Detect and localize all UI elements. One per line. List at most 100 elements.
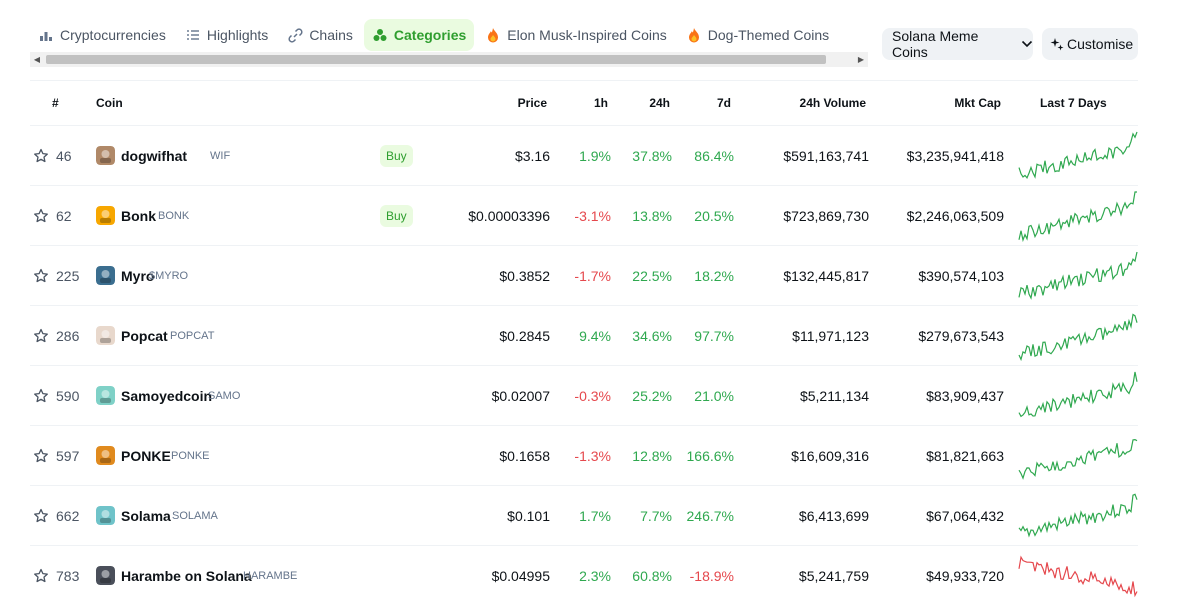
volume-24h: $591,163,741 [783,148,869,164]
buy-button[interactable]: Buy [380,205,413,227]
tab-bar: Cryptocurrencies Highlights Chains Categ… [30,19,868,51]
change-24h: 22.5% [632,268,672,284]
scroll-left-icon[interactable]: ◀ [33,55,41,64]
customise-button[interactable]: Customise [1042,28,1138,60]
tab-label: Categories [393,27,467,43]
coin-name[interactable]: Bonk [121,208,156,224]
coin-name[interactable]: Popcat [121,328,168,344]
sparkline-chart [1018,131,1138,179]
tab-categories[interactable]: Categories [363,19,475,51]
header-mkt-cap[interactable]: Mkt Cap [954,96,1001,110]
change-1h: 1.9% [579,148,611,164]
star-icon[interactable] [33,568,49,584]
category-dropdown[interactable]: Solana Meme Coins [882,28,1033,60]
market-cap: $390,574,103 [918,268,1004,284]
header-24h[interactable]: 24h [649,96,670,110]
volume-24h: $723,869,730 [783,208,869,224]
coin-name[interactable]: Myro [121,268,155,284]
change-7d: -18.9% [689,568,734,584]
chevron-down-icon [1021,40,1033,48]
sparkline-chart [1018,438,1138,480]
volume-24h: $5,241,759 [798,568,869,584]
coin-logo-icon [96,266,115,285]
star-icon[interactable] [33,448,49,464]
coin-logo-icon [96,326,115,345]
link-icon [287,27,303,43]
header-last-7-days: Last 7 Days [1040,96,1107,110]
tab-highlights[interactable]: Highlights [177,19,276,51]
header-24h-volume[interactable]: 24h Volume [799,96,866,110]
change-1h: -1.7% [574,268,611,284]
coin-price: $0.3852 [499,268,550,284]
coin-name[interactable]: Samoyedcoin [121,388,213,404]
coin-symbol: SOLAMA [172,510,218,522]
change-1h: -1.3% [574,448,611,464]
coin-rank: 225 [56,268,80,284]
coin-symbol: HARAMBE [243,570,298,582]
volume-24h: $6,413,699 [798,508,869,524]
coin-logo-icon [96,566,115,585]
table-row[interactable]: 46 dogwifhat WIF Buy $3.16 1.9% 37.8% 86.4% $591… [30,126,1138,186]
change-24h: 12.8% [632,448,672,464]
star-icon[interactable] [33,208,49,224]
scroll-thumb[interactable] [46,55,826,64]
change-7d: 246.7% [686,508,734,524]
shapes-icon [372,27,388,43]
table-row[interactable]: 590 Samoyedcoin SAMO $0.02007 -0.3% 25.2% 21.0… [30,366,1138,426]
sparkline-path [1018,251,1138,300]
table-row[interactable]: 597 PONKE PONKE $0.1658 -1.3% 12.8% 166.6% $16,… [30,426,1138,486]
change-1h: 2.3% [579,568,611,584]
change-7d: 97.7% [694,328,734,344]
star-icon[interactable] [33,268,49,284]
buy-button[interactable]: Buy [380,145,413,167]
tab-chains[interactable]: Chains [279,19,361,51]
table-row[interactable]: 783 Harambe on Solana HARAMBE $0.04995 2.3% 6… [30,546,1138,599]
header-coin[interactable]: Coin [96,96,123,110]
change-7d: 166.6% [686,448,734,464]
tab-elon-musk-inspired-coins[interactable]: Elon Musk-Inspired Coins [477,19,675,51]
market-cap: $67,064,432 [926,508,1004,524]
star-icon[interactable] [33,328,49,344]
coin-rank: 286 [56,328,80,344]
fire-icon [686,27,702,43]
table-row[interactable]: 662 Solama SOLAMA $0.101 1.7% 7.7% 246.7% $6,41… [30,486,1138,546]
sparkline-chart [1018,555,1138,598]
tab-cryptocurrencies[interactable]: Cryptocurrencies [30,19,174,51]
header-1h[interactable]: 1h [593,96,608,110]
table-row[interactable]: 62 Bonk BONK Buy $0.00003396 -3.1% 13.8% 20.5% $… [30,186,1138,246]
change-1h: 1.7% [579,508,611,524]
table-body: 46 dogwifhat WIF Buy $3.16 1.9% 37.8% 86.4% $591… [30,126,1138,599]
table-row[interactable]: 225 Myro $MYRO $0.3852 -1.7% 22.5% 18.2% $132,4… [30,246,1138,306]
table-row[interactable]: 286 Popcat POPCAT $0.2845 9.4% 34.6% 97.7% $11,… [30,306,1138,366]
tab-label: Highlights [206,27,269,43]
coin-logo-icon [96,446,115,465]
coin-name[interactable]: Harambe on Solana [121,568,252,584]
sparkline-path [1018,438,1138,480]
header-7d[interactable]: 7d [716,96,731,110]
tab-scrollbar[interactable]: ◀ ▶ [30,52,868,67]
tab-label: Dog-Themed Coins [707,27,830,43]
coin-name[interactable]: PONKE [121,448,171,464]
header-rank[interactable]: # [52,96,59,110]
sparkline-chart [1018,191,1137,242]
change-24h: 34.6% [632,328,672,344]
coins-table: # Coin Price 1h 24h 7d 24h Volume Mkt Ca… [30,80,1138,599]
change-24h: 37.8% [632,148,672,164]
coin-name[interactable]: dogwifhat [121,148,188,164]
change-24h: 60.8% [632,568,672,584]
header-price[interactable]: Price [517,96,547,110]
tab-dog-themed-coins[interactable]: Dog-Themed Coins [678,19,837,51]
sparkline-path [1018,313,1138,362]
sparkle-icon [1050,37,1064,51]
star-icon[interactable] [33,148,49,164]
scroll-right-icon[interactable]: ▶ [857,55,865,64]
coin-symbol: WIF [210,150,231,162]
coin-logo-icon [96,206,115,225]
star-icon[interactable] [33,388,49,404]
coin-rank: 597 [56,448,80,464]
star-icon[interactable] [33,508,49,524]
coin-price: $0.2845 [499,328,550,344]
change-7d: 20.5% [694,208,734,224]
coin-name[interactable]: Solama [121,508,171,524]
change-24h: 25.2% [632,388,672,404]
